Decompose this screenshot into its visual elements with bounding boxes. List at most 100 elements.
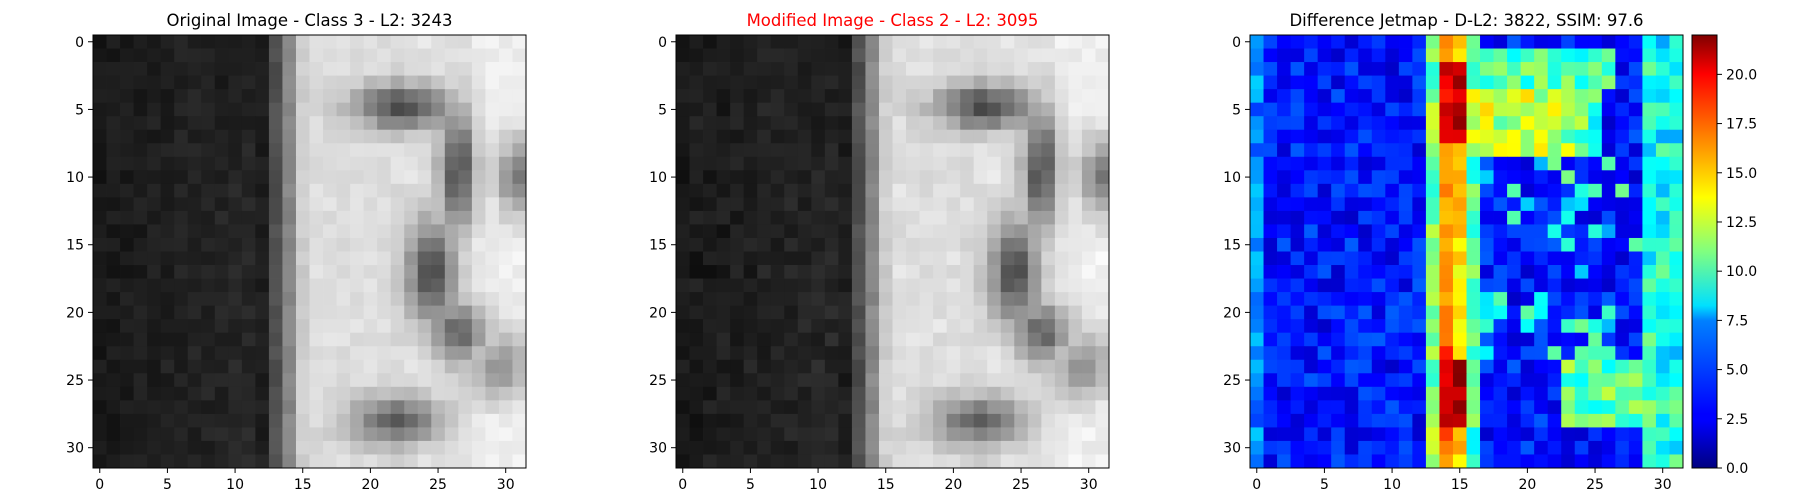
heatmap-cell (960, 75, 975, 90)
heatmap-cell (892, 62, 907, 76)
heatmap-cell (811, 237, 826, 252)
heatmap-cell (1263, 197, 1278, 212)
heatmap-cell (336, 373, 351, 388)
heatmap-cell (336, 224, 351, 239)
heatmap-cell (377, 427, 392, 442)
heatmap-cell (174, 89, 189, 104)
heatmap-cell (1317, 319, 1332, 334)
heatmap-cell (1425, 224, 1440, 239)
heatmap-cell (1290, 413, 1305, 428)
heatmap-cell (1371, 102, 1386, 117)
heatmap-cell (160, 237, 175, 252)
heatmap-cell (892, 454, 907, 469)
heatmap-cell (458, 413, 473, 428)
heatmap-cell (1452, 359, 1467, 374)
heatmap-cell (1027, 143, 1042, 158)
heatmap-cell (187, 440, 202, 455)
heatmap-cell (174, 156, 189, 171)
heatmap-cell (1520, 156, 1535, 171)
heatmap-cell (703, 48, 717, 63)
heatmap-cell (471, 319, 486, 334)
heatmap-cell (1574, 251, 1589, 266)
heatmap-cell (838, 305, 853, 320)
heatmap-cell (797, 35, 812, 49)
heatmap-cell (1358, 62, 1373, 76)
heatmap-cell (1250, 183, 1264, 198)
heatmap-cell (865, 292, 880, 307)
heatmap-cell (1317, 373, 1332, 388)
heatmap-cell (1412, 102, 1427, 117)
heatmap-cell (1493, 48, 1508, 63)
heatmap-cell (485, 62, 500, 76)
heatmap-cell (1507, 400, 1522, 415)
heatmap-cell (1263, 373, 1278, 388)
heatmap-cell (730, 129, 745, 144)
y-tick-label: 5 (1232, 102, 1241, 118)
heatmap-cell (336, 116, 351, 131)
heatmap-cell (1371, 386, 1386, 401)
heatmap-cell (1331, 400, 1346, 415)
heatmap-cell (1263, 48, 1278, 63)
heatmap-cell (676, 170, 690, 185)
heatmap-cell (1095, 413, 1110, 428)
heatmap-cell (1000, 359, 1015, 374)
heatmap-cell (1041, 89, 1056, 104)
heatmap-cell (878, 265, 893, 279)
heatmap-cell (960, 156, 975, 171)
heatmap-cell (757, 197, 772, 212)
heatmap-cell (1331, 48, 1346, 63)
heatmap-cell (377, 305, 392, 320)
colorbar-gradient (1691, 34, 1718, 469)
heatmap-cell (676, 373, 690, 388)
heatmap-cell (1615, 292, 1630, 307)
heatmap-cell (377, 197, 392, 212)
heatmap-cell (676, 454, 690, 469)
heatmap-cell (241, 373, 256, 388)
heatmap-cell (770, 440, 785, 455)
heatmap-cell (946, 265, 961, 279)
heatmap-cell (676, 332, 690, 347)
heatmap-cell (1304, 413, 1319, 428)
x-tick-label: 10 (809, 477, 827, 493)
heatmap-cell (1398, 89, 1413, 104)
heatmap-cell (1642, 400, 1657, 415)
heatmap-cell (471, 48, 486, 63)
heatmap-cell (906, 413, 920, 428)
heatmap-cell (485, 427, 500, 442)
heatmap-cell (93, 359, 107, 374)
heatmap-cell (960, 373, 975, 388)
heatmap-cell (987, 386, 1002, 401)
heatmap-cell (309, 427, 324, 442)
heatmap-cell (1615, 170, 1630, 185)
heatmap-cell (797, 278, 812, 293)
heatmap-cell (730, 440, 745, 455)
heatmap-cell (1014, 359, 1029, 374)
heatmap-cell (417, 89, 432, 104)
heatmap-cell (106, 237, 121, 252)
heatmap-cell (363, 292, 378, 307)
heatmap-cell (1344, 440, 1359, 455)
heatmap-cell (336, 427, 351, 442)
heatmap-cell (676, 278, 690, 293)
heatmap-cell (1412, 292, 1427, 307)
heatmap-cell (1358, 210, 1373, 225)
heatmap-cell (1054, 102, 1069, 117)
heatmap-cell (743, 35, 758, 49)
heatmap-cell (716, 386, 731, 401)
heatmap-cell (1290, 116, 1305, 131)
heatmap-cell (323, 278, 337, 293)
heatmap-cell (187, 346, 202, 361)
heatmap-cell (106, 224, 121, 239)
heatmap-cell (106, 454, 121, 469)
heatmap-cell (878, 454, 893, 469)
heatmap-cell (933, 210, 948, 225)
heatmap-cell (1412, 129, 1427, 144)
heatmap-cell (295, 265, 310, 279)
heatmap-cell (390, 116, 405, 131)
heatmap-cell (255, 440, 270, 455)
heatmap-cell (174, 62, 189, 76)
heatmap-cell (1277, 319, 1291, 334)
heatmap-cell (878, 156, 893, 171)
heatmap-cell (255, 143, 270, 158)
heatmap-cell (350, 251, 365, 266)
